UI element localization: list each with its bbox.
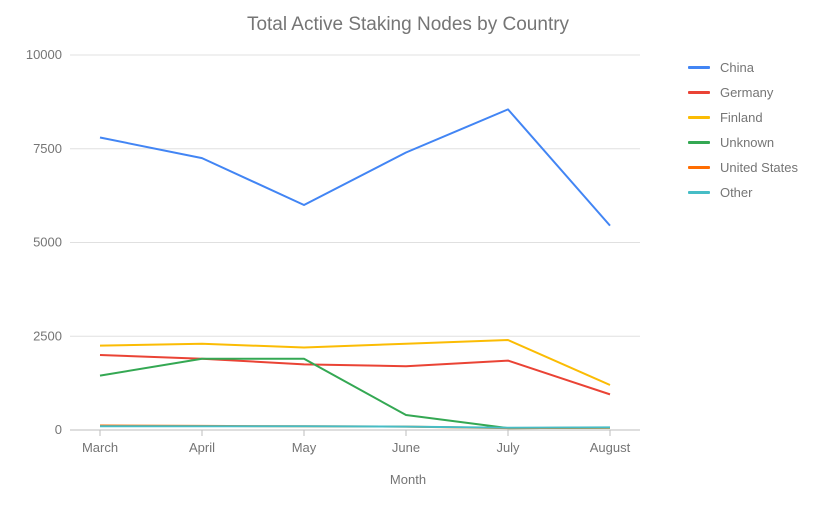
x-tick-label: June — [392, 440, 420, 455]
y-tick-label: 10000 — [26, 47, 62, 62]
chart-legend: China Germany Finland Unknown United States O… — [688, 60, 798, 210]
legend-label: China — [720, 60, 754, 75]
legend-label: Unknown — [720, 135, 774, 150]
legend-swatch — [688, 166, 710, 169]
legend-label: Finland — [720, 110, 763, 125]
x-tick-label: August — [590, 440, 631, 455]
legend-swatch — [688, 66, 710, 69]
legend-item: United States — [688, 160, 798, 175]
legend-swatch — [688, 191, 710, 194]
y-tick-label: 0 — [55, 422, 62, 437]
y-tick-label: 7500 — [33, 141, 62, 156]
legend-item: China — [688, 60, 798, 75]
legend-item: Finland — [688, 110, 798, 125]
series-line — [100, 426, 610, 428]
legend-label: United States — [720, 160, 798, 175]
chart-title: Total Active Staking Nodes by Country — [0, 14, 816, 36]
legend-item: Other — [688, 185, 798, 200]
legend-label: Germany — [720, 85, 773, 100]
legend-swatch — [688, 116, 710, 119]
series-line — [100, 109, 610, 225]
x-tick-label: April — [189, 440, 215, 455]
x-axis-label: Month — [0, 472, 816, 487]
y-tick-label: 5000 — [33, 235, 62, 250]
series-line — [100, 355, 610, 394]
chart-container: Total Active Staking Nodes by Country 0 2… — [0, 0, 816, 505]
legend-swatch — [688, 141, 710, 144]
x-tick-label: July — [496, 440, 520, 455]
legend-swatch — [688, 91, 710, 94]
x-tick-label: March — [82, 440, 118, 455]
y-tick-label: 2500 — [33, 328, 62, 343]
legend-item: Unknown — [688, 135, 798, 150]
legend-label: Other — [720, 185, 753, 200]
chart-plot: 0 2500 5000 7500 10000 March April May June July A… — [20, 45, 650, 480]
legend-item: Germany — [688, 85, 798, 100]
x-tick-label: May — [292, 440, 317, 455]
